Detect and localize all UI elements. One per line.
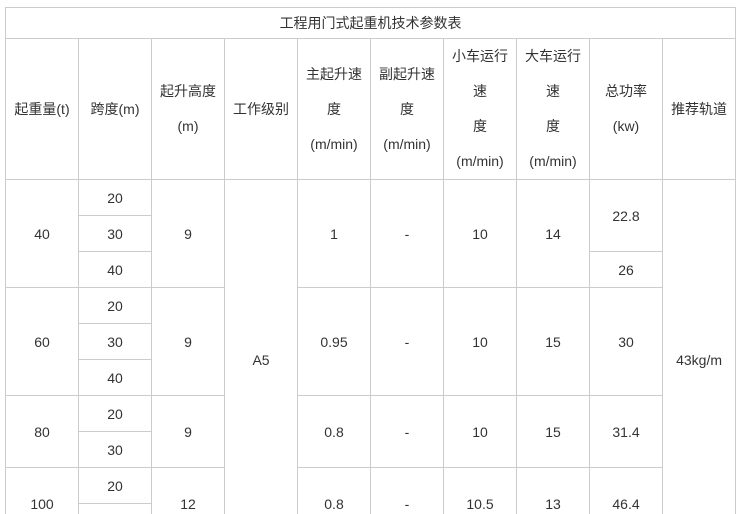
- table-row: 40: [6, 359, 736, 396]
- table-title-row: 工程用门式起重机技术参数表: [4, 7, 737, 39]
- span-cell: 30: [78, 503, 152, 514]
- power-cell: 26: [589, 251, 663, 288]
- span-cell: 40: [78, 251, 152, 288]
- trolley-speed-cell: 10.5: [443, 467, 517, 514]
- trolley-speed-cell: 10: [443, 395, 517, 468]
- header-trolley-speed: 小车运行速 度 (m/min): [443, 38, 517, 180]
- main-speed-cell: 0.8: [297, 467, 371, 514]
- table-row: 40 26: [6, 251, 736, 288]
- crane-parameters-table: 工程用门式起重机技术参数表 起重量(t) 跨度(m) 起升高度 (m) 工作级别…: [4, 7, 737, 514]
- crane-speed-cell: 15: [516, 287, 590, 396]
- table-row: 40 20 9 A5 1 - 10 14 22.8 43kg/m: [5, 179, 737, 514]
- lift-height-cell: 9: [151, 179, 225, 288]
- main-speed-cell: 0.95: [297, 287, 371, 396]
- work-class-cell: A5: [224, 179, 298, 514]
- header-recommended-rail: 推荐轨道: [661, 38, 737, 180]
- power-cell: 46.4: [589, 467, 663, 514]
- table-row: 100 20 12 0.8 - 10.5 13 46.4: [5, 467, 736, 514]
- trolley-speed-cell: 10: [443, 179, 517, 288]
- span-cell: 40: [78, 359, 152, 396]
- header-lift-height: 起升高度 (m): [151, 38, 225, 180]
- header-capacity: 起重量(t): [5, 38, 79, 180]
- main-speed-cell: 1: [297, 179, 371, 288]
- capacity-cell: 60: [5, 287, 79, 396]
- span-cell: 30: [78, 215, 152, 252]
- aux-speed-cell: -: [370, 179, 444, 288]
- span-cell: 20: [78, 395, 152, 432]
- lift-height-cell: 9: [151, 395, 225, 468]
- aux-speed-cell: -: [370, 287, 444, 396]
- power-cell: 31.4: [589, 395, 663, 468]
- header-main-hoist-speed: 主起升速度 (m/min): [297, 38, 371, 180]
- capacity-cell: 80: [5, 395, 79, 468]
- power-cell: 30: [589, 287, 663, 396]
- trolley-speed-cell: 10: [443, 287, 517, 396]
- table-row: 80 20 9 0.8 - 10 15 31.4: [5, 395, 736, 468]
- table-header-row: 起重量(t) 跨度(m) 起升高度 (m) 工作级别 主起升速度 (m/min)…: [5, 38, 737, 180]
- aux-speed-cell: -: [370, 467, 444, 514]
- aux-speed-cell: -: [370, 395, 444, 468]
- header-work-class: 工作级别: [224, 38, 298, 180]
- capacity-cell: 40: [5, 179, 79, 288]
- table-title: 工程用门式起重机技术参数表: [4, 7, 737, 39]
- header-crane-speed: 大车运行速 度 (m/min): [516, 38, 590, 180]
- main-speed-cell: 0.8: [297, 395, 371, 468]
- header-aux-hoist-speed: 副起升速度 (m/min): [370, 38, 444, 180]
- table-row: 30: [6, 323, 736, 360]
- header-span: 跨度(m): [78, 38, 152, 180]
- rail-cell: 43kg/m: [661, 179, 737, 514]
- lift-height-cell: 9: [151, 287, 225, 396]
- span-cell: 20: [78, 287, 152, 324]
- span-cell: 30: [78, 323, 152, 360]
- span-cell: 20: [78, 179, 152, 216]
- crane-speed-cell: 13: [516, 467, 590, 514]
- header-total-power: 总功率(kw): [589, 38, 663, 180]
- span-cell: 20: [78, 467, 152, 504]
- table-row: 30: [6, 431, 736, 468]
- crane-speed-cell: 15: [516, 395, 590, 468]
- table-row: 30: [6, 215, 736, 252]
- capacity-cell: 100: [5, 467, 79, 514]
- table-row: 60 20 9 0.95 - 10 15 30: [5, 287, 736, 396]
- lift-height-cell: 12: [151, 467, 225, 514]
- crane-speed-cell: 14: [516, 179, 590, 288]
- power-cell: 22.8: [589, 179, 663, 252]
- span-cell: 30: [78, 431, 152, 468]
